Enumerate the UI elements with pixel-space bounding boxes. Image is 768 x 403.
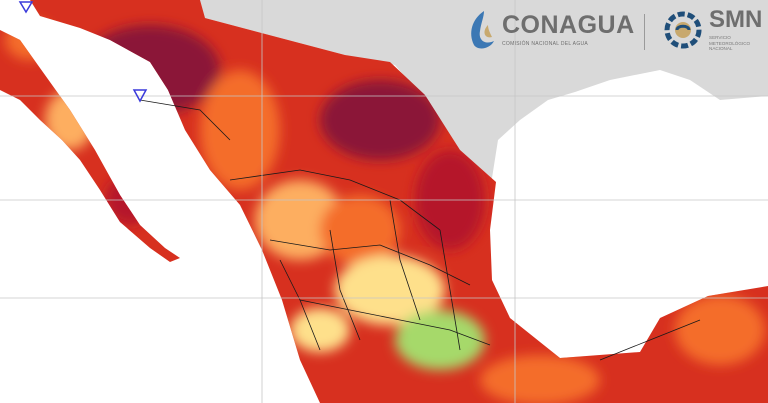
smn-subtitle-line: SERVICIO <box>709 34 731 40</box>
smn-subtitle-line: METEOROLÓGICO <box>709 40 751 46</box>
logo-divider <box>644 14 645 50</box>
smn-subtitle-line: NACIONAL <box>709 46 733 52</box>
conagua-emblem-icon <box>471 11 494 49</box>
smn-emblem-icon <box>664 11 702 49</box>
station-markers <box>18 1 148 103</box>
station-marker-2 <box>132 89 148 103</box>
florida-land <box>690 60 768 96</box>
conagua-subtitle: COMISIÓN NACIONAL DEL AGUA <box>502 41 589 47</box>
usa-land <box>30 0 768 178</box>
station-marker-1 <box>18 1 34 14</box>
state-borders <box>139 99 701 361</box>
smn-subtitle: SERVICIO METEOROLÓGICO NACIONAL <box>709 35 762 52</box>
smn-name: SMN <box>709 5 763 33</box>
conagua-logo: CONAGUA COMISIÓN NACIONAL DEL AGUA <box>466 6 635 54</box>
smn-logo: SMN SERVICIO METEOROLÓGICO NACIONAL <box>662 6 762 54</box>
conagua-name: CONAGUA <box>502 11 635 39</box>
